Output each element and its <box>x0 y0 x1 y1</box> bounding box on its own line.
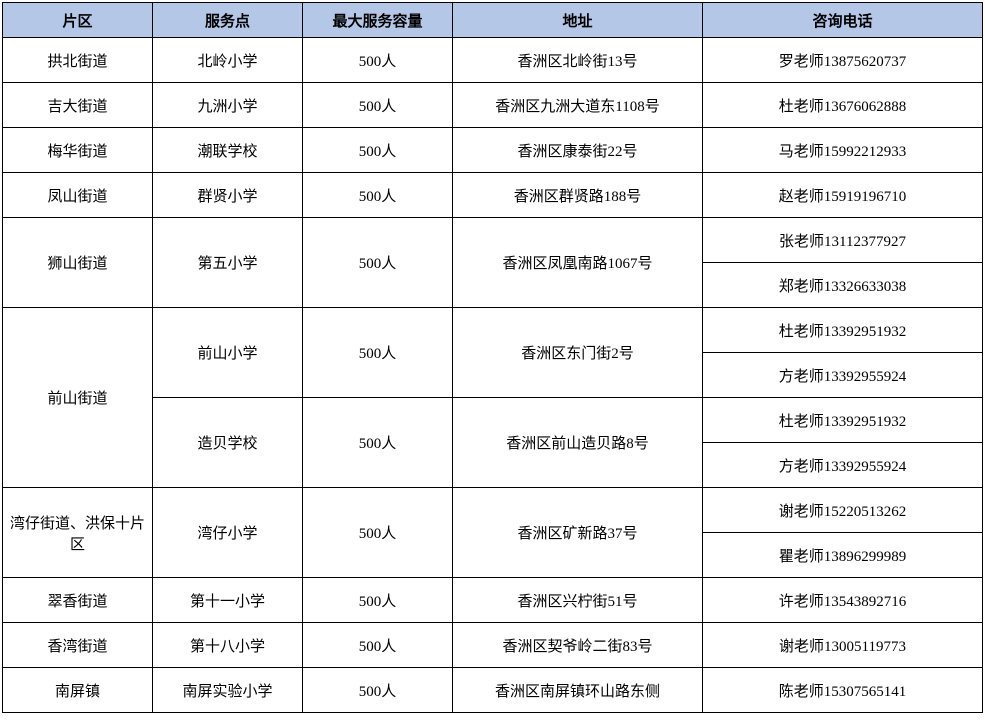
cell-phone: 杜老师13676062888 <box>703 83 983 128</box>
col-header-phone: 咨询电话 <box>703 3 983 38</box>
cell-addr: 香洲区九洲大道东1108号 <box>453 83 703 128</box>
cell-point: 造贝学校 <box>153 398 303 488</box>
cell-addr: 香洲区前山造贝路8号 <box>453 398 703 488</box>
cell-area: 湾仔街道、洪保十片区 <box>3 488 153 578</box>
table-row: 狮山街道 第五小学 500人 香洲区凤凰南路1067号 张老师131123779… <box>3 218 983 263</box>
cell-addr: 香洲区东门街2号 <box>453 308 703 398</box>
cell-cap: 500人 <box>303 398 453 488</box>
cell-area: 香湾街道 <box>3 623 153 668</box>
table-row: 南屏镇 南屏实验小学 500人 香洲区南屏镇环山路东侧 陈老师153075651… <box>3 668 983 713</box>
cell-point: 第十一小学 <box>153 578 303 623</box>
cell-phone: 杜老师13392951932 <box>703 308 983 353</box>
cell-addr: 香洲区南屏镇环山路东侧 <box>453 668 703 713</box>
cell-point: 群贤小学 <box>153 173 303 218</box>
cell-phone: 罗老师13875620737 <box>703 38 983 83</box>
cell-point: 第十八小学 <box>153 623 303 668</box>
cell-point: 北岭小学 <box>153 38 303 83</box>
cell-cap: 500人 <box>303 83 453 128</box>
table-row: 凤山街道 群贤小学 500人 香洲区群贤路188号 赵老师15919196710 <box>3 173 983 218</box>
col-header-point: 服务点 <box>153 3 303 38</box>
table-body: 拱北街道 北岭小学 500人 香洲区北岭街13号 罗老师13875620737 … <box>3 38 983 713</box>
cell-point: 前山小学 <box>153 308 303 398</box>
col-header-area: 片区 <box>3 3 153 38</box>
cell-cap: 500人 <box>303 38 453 83</box>
table-row: 吉大街道 九洲小学 500人 香洲区九洲大道东1108号 杜老师13676062… <box>3 83 983 128</box>
col-header-addr: 地址 <box>453 3 703 38</box>
table-row: 拱北街道 北岭小学 500人 香洲区北岭街13号 罗老师13875620737 <box>3 38 983 83</box>
cell-cap: 500人 <box>303 578 453 623</box>
table-row: 香湾街道 第十八小学 500人 香洲区契爷岭二街83号 谢老师130051197… <box>3 623 983 668</box>
cell-addr: 香洲区北岭街13号 <box>453 38 703 83</box>
cell-addr: 香洲区兴柠街51号 <box>453 578 703 623</box>
cell-phone: 瞿老师13896299989 <box>703 533 983 578</box>
cell-point: 湾仔小学 <box>153 488 303 578</box>
cell-area: 凤山街道 <box>3 173 153 218</box>
cell-addr: 香洲区矿新路37号 <box>453 488 703 578</box>
cell-cap: 500人 <box>303 308 453 398</box>
cell-addr: 香洲区契爷岭二街83号 <box>453 623 703 668</box>
cell-cap: 500人 <box>303 668 453 713</box>
cell-area: 翠香街道 <box>3 578 153 623</box>
cell-point: 潮联学校 <box>153 128 303 173</box>
cell-area: 吉大街道 <box>3 83 153 128</box>
cell-phone: 马老师15992212933 <box>703 128 983 173</box>
cell-area: 前山街道 <box>3 308 153 488</box>
cell-area: 拱北街道 <box>3 38 153 83</box>
cell-cap: 500人 <box>303 623 453 668</box>
cell-addr: 香洲区凤凰南路1067号 <box>453 218 703 308</box>
table-row: 前山街道 前山小学 500人 香洲区东门街2号 杜老师13392951932 <box>3 308 983 353</box>
cell-phone: 方老师13392955924 <box>703 353 983 398</box>
cell-addr: 香洲区康泰街22号 <box>453 128 703 173</box>
cell-cap: 500人 <box>303 128 453 173</box>
col-header-cap: 最大服务容量 <box>303 3 453 38</box>
cell-phone: 赵老师15919196710 <box>703 173 983 218</box>
cell-phone: 谢老师13005119773 <box>703 623 983 668</box>
cell-phone: 郑老师13326633038 <box>703 263 983 308</box>
cell-area: 狮山街道 <box>3 218 153 308</box>
cell-point: 九洲小学 <box>153 83 303 128</box>
cell-phone: 许老师13543892716 <box>703 578 983 623</box>
cell-phone: 谢老师15220513262 <box>703 488 983 533</box>
cell-point: 南屏实验小学 <box>153 668 303 713</box>
cell-phone: 陈老师15307565141 <box>703 668 983 713</box>
cell-phone: 杜老师13392951932 <box>703 398 983 443</box>
cell-phone: 方老师13392955924 <box>703 443 983 488</box>
cell-cap: 500人 <box>303 173 453 218</box>
table-row: 湾仔街道、洪保十片区 湾仔小学 500人 香洲区矿新路37号 谢老师152205… <box>3 488 983 533</box>
cell-cap: 500人 <box>303 488 453 578</box>
cell-point: 第五小学 <box>153 218 303 308</box>
cell-area: 南屏镇 <box>3 668 153 713</box>
cell-cap: 500人 <box>303 218 453 308</box>
cell-addr: 香洲区群贤路188号 <box>453 173 703 218</box>
cell-area: 梅华街道 <box>3 128 153 173</box>
table-row: 梅华街道 潮联学校 500人 香洲区康泰街22号 马老师15992212933 <box>3 128 983 173</box>
header-row: 片区 服务点 最大服务容量 地址 咨询电话 <box>3 3 983 38</box>
service-table: 片区 服务点 最大服务容量 地址 咨询电话 拱北街道 北岭小学 500人 香洲区… <box>2 2 983 713</box>
cell-phone: 张老师13112377927 <box>703 218 983 263</box>
table-row: 翠香街道 第十一小学 500人 香洲区兴柠街51号 许老师13543892716 <box>3 578 983 623</box>
